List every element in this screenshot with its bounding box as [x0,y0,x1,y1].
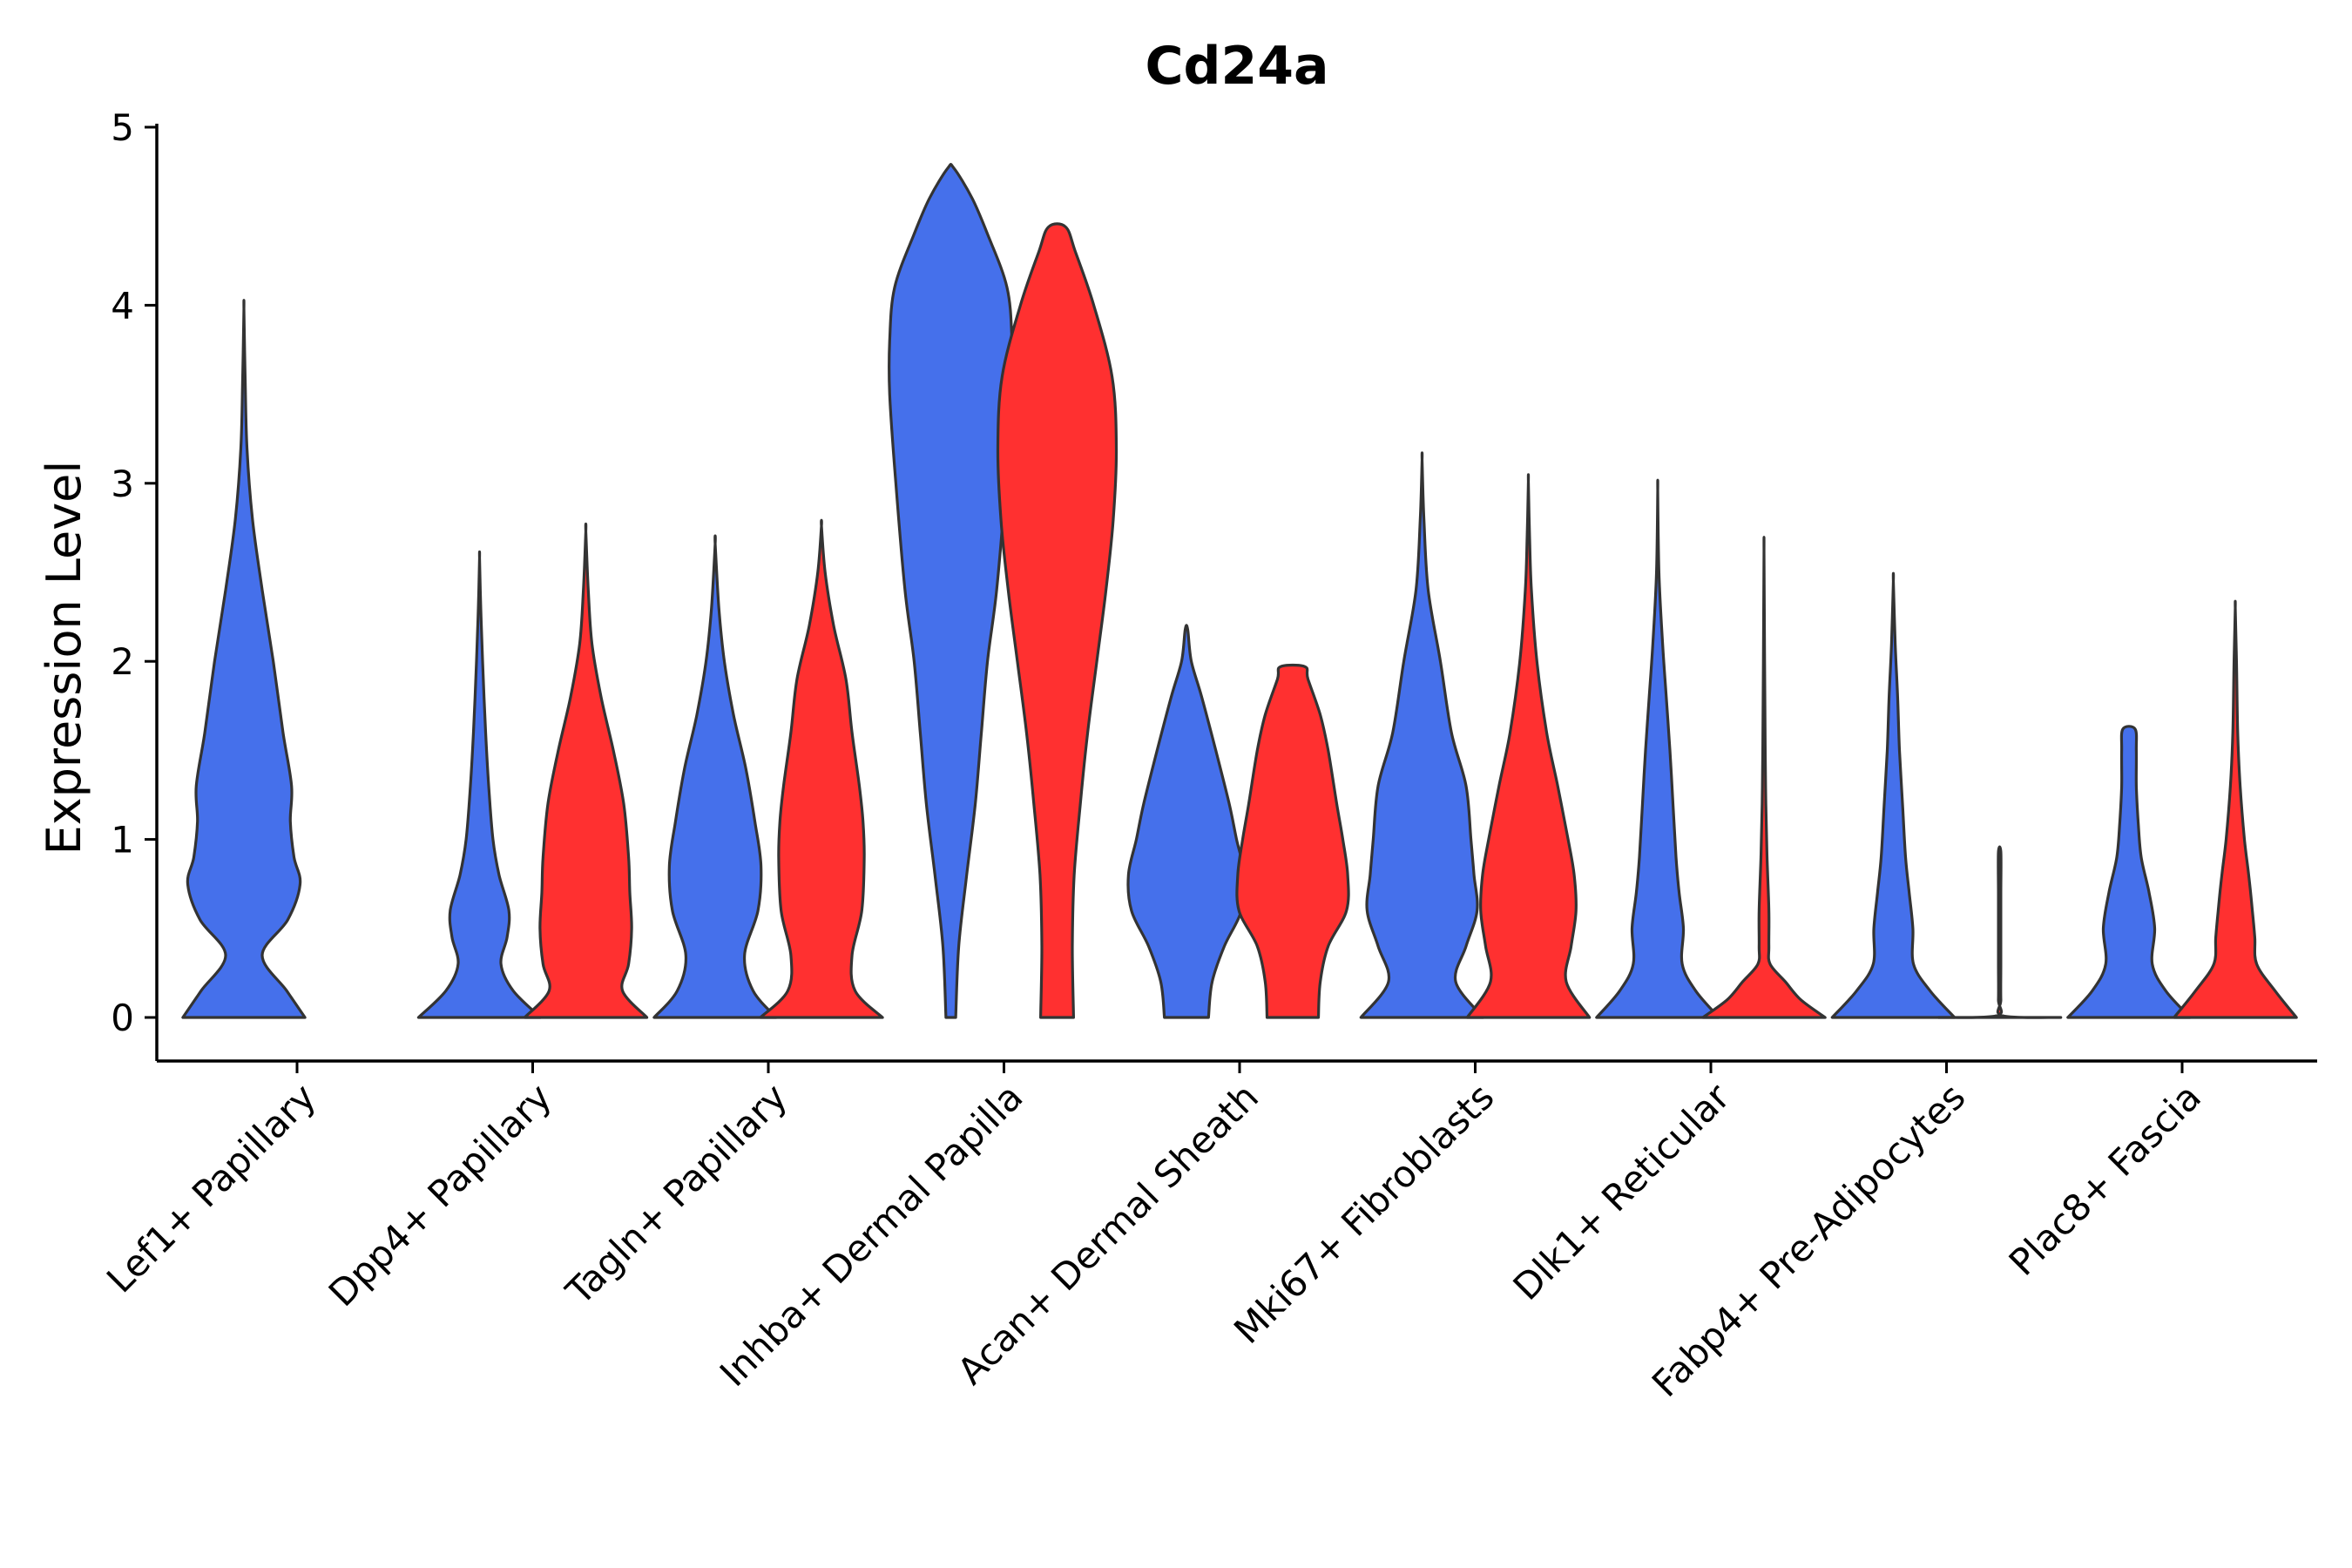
violin-dpp4-papillary-2 [523,522,649,1019]
y-tick-label: 0 [111,997,134,1039]
y-tick-label: 1 [111,819,134,862]
violin-dlk1-reticular-1 [1595,478,1720,1019]
y-tick-label: 4 [111,284,134,327]
violin-dpp4-papillary-1 [416,550,543,1019]
y-axis-ticks: 0 1 2 3 4 5 [111,106,157,1039]
violin-mki67-fibroblasts-1 [1359,451,1485,1019]
violin-fabp4-pre-adipocytes-1 [1830,571,1957,1019]
violin-plac8-fascia-2 [2173,599,2298,1019]
violin-acan-dermal-sheath-2 [1235,663,1350,1019]
x-tick-label: Dlk1+ Reticular [1505,1075,1739,1308]
x-tick-label: Tagln+ Papillary [558,1075,795,1313]
y-tick-label: 5 [111,106,134,149]
violin-plac8-fascia-1 [2066,725,2192,1019]
violin-lef1-papillary-1 [181,299,307,1019]
y-axis-label: Expression Level [37,461,91,855]
violin-mki67-fibroblasts-2 [1465,473,1592,1019]
chart-title: Cd24a [1146,36,1329,97]
x-tick-label: Plac8+ Fascia [2001,1075,2209,1283]
violin-fabp4-pre-adipocytes-2 [1936,845,2063,1019]
violin-acan-dermal-sheath-1 [1126,624,1247,1019]
violin-inhba-dermal-papilla-1 [887,163,1015,1019]
violin-inhba-dermal-papilla-2 [996,222,1119,1019]
x-tick-label: Dpp4+ Papillary [321,1075,560,1315]
x-tick-label: Lef1+ Papillary [98,1075,324,1301]
violin-dlk1-reticular-2 [1701,536,1827,1019]
x-tick-label: Mki67+ Fibroblasts [1226,1075,1502,1351]
y-tick-label: 2 [111,640,134,683]
violin-tagln-papillary-1 [652,534,778,1019]
y-tick-label: 3 [111,463,134,505]
violin-tagln-papillary-2 [759,518,884,1019]
violin-layer [181,163,2298,1019]
